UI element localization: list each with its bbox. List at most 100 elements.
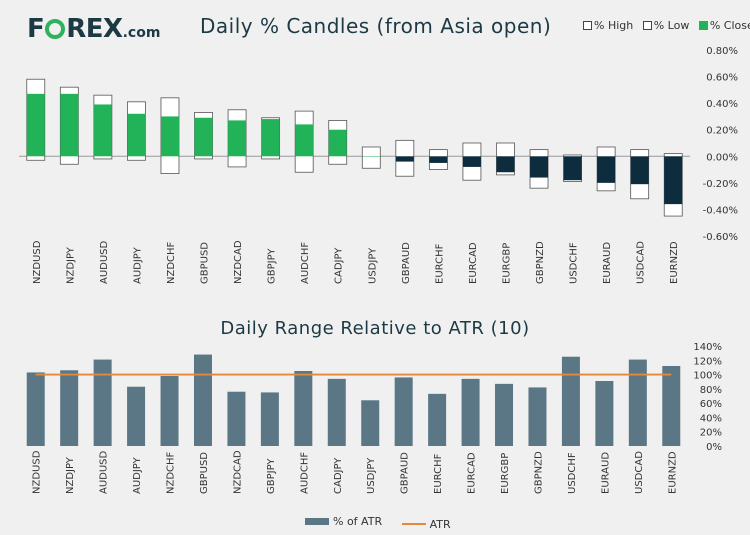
legend-swatch-low [642, 21, 652, 30]
candle-close-body [228, 120, 247, 157]
atr-bar [361, 400, 380, 446]
candles-category-label: EURCAD [468, 242, 479, 284]
candle-range [361, 146, 381, 169]
candles-y-tick: 0.80% [706, 46, 738, 57]
legend-item-high: % High [583, 19, 633, 32]
atr-bar [294, 371, 313, 446]
candles-category-label: NZDJPY [65, 246, 76, 284]
candles-y-tick: -0.40% [703, 205, 738, 216]
atr-bar [495, 383, 514, 446]
candle-close-body [429, 156, 448, 163]
atr-category-label: CADJPY [333, 457, 344, 494]
candle-close-body [530, 156, 549, 178]
legend-label-close: % Close [709, 19, 750, 32]
candles-y-tick: 0.20% [706, 126, 738, 137]
legend-label-high: % High [594, 19, 634, 32]
atr-y-tick: 140% [693, 342, 722, 353]
candle-close-body [26, 93, 45, 157]
atr-bar [93, 359, 112, 446]
candles-category-label: EURAUD [602, 242, 613, 284]
candle-close-body [328, 129, 347, 157]
candle-close-body [261, 119, 280, 157]
candle-close-body [597, 156, 616, 183]
candles-y-tick: 0.60% [706, 73, 738, 84]
logo-suffix: .com [122, 25, 161, 41]
candle-close-body [496, 156, 515, 173]
atr-category-label: AUDJPY [132, 456, 143, 494]
atr-bar [160, 376, 179, 446]
atr-category-label: GBPAUD [400, 452, 411, 494]
atr-bar [193, 354, 212, 446]
candles-category-label: USDCHF [569, 242, 580, 284]
atr-bar [628, 359, 647, 446]
candles-chart: 0.80% 0.60% 0.40% 0.20% 0.00% -0.20% -0.40% -0.… [19, 46, 738, 284]
atr-bar [227, 391, 246, 446]
candles-category-label: AUDUSD [99, 240, 110, 284]
atr-bar [26, 372, 45, 446]
candle-close-body [93, 104, 112, 157]
atr-y-tick: 0% [706, 442, 722, 453]
candles-category-label: NZDUSD [32, 240, 43, 284]
atr-y-tick: 120% [693, 356, 722, 367]
candle-close-body [395, 156, 414, 162]
logo-text-rex: REX [66, 14, 123, 44]
forex-logo[interactable]: F REX.com [27, 14, 160, 44]
atr-category-label: EURCAD [467, 452, 478, 494]
candle-close-body [60, 93, 79, 157]
candles-category-label: EURGBP [501, 243, 512, 284]
legend-item-atr: ATR [401, 517, 451, 531]
candle-close-body [295, 124, 314, 157]
atr-category-label: AUDCHF [299, 452, 310, 494]
atr-category-label: USDCHF [567, 452, 578, 494]
atr-bar [394, 377, 413, 446]
candles-category-label: NZDCAD [233, 240, 244, 284]
logo-ring-icon [45, 19, 66, 39]
candles-y-tick: -0.60% [703, 232, 738, 243]
candles-category-label: GBPJPY [267, 248, 278, 284]
candles-y-tick: 0.00% [706, 152, 738, 163]
candles-category-label: NZDCHF [166, 241, 177, 284]
legend-label-atr: ATR [429, 517, 451, 531]
candles-category-label: GBPUSD [200, 242, 211, 284]
candles-category-label: GBPAUD [401, 242, 412, 284]
atr-y-tick: 60% [700, 399, 722, 410]
atr-category-label: GBPUSD [199, 452, 210, 494]
atr-y-tick: 80% [700, 385, 722, 396]
candles-category-label: EURCHF [434, 243, 445, 284]
candle-close-body [160, 116, 179, 157]
candle-close-body [563, 156, 582, 181]
candles-category-label: CADJPY [334, 247, 345, 284]
atr-bar [127, 386, 146, 446]
candle-close-body [664, 156, 683, 205]
legend-item-low: % Low [642, 19, 689, 32]
atr-category-label: AUDUSD [99, 450, 110, 494]
atr-bar [327, 378, 346, 446]
atr-category-label: NZDJPY [65, 456, 76, 494]
candles-legend: % High % Low % Close [583, 19, 750, 33]
legend-swatch-pct-atr [305, 518, 329, 525]
atr-category-label: GBPNZD [533, 451, 544, 494]
legend-label-pct-atr: % of ATR [333, 515, 383, 528]
atr-bar [662, 366, 681, 446]
atr-bar [60, 370, 79, 446]
legend-swatch-high [583, 21, 592, 30]
legend-swatch-close [698, 21, 708, 30]
candles-category-label: USDJPY [367, 247, 378, 284]
candles-category-label: AUDCHF [300, 242, 311, 284]
candle-close-body [194, 117, 213, 157]
logo-text-f: F [27, 14, 45, 44]
atr-category-label: EURNZD [667, 451, 678, 494]
atr-category-label: USDJPY [366, 457, 377, 494]
atr-bar [561, 356, 580, 446]
atr-bar [260, 392, 279, 446]
candles-category-label: AUDJPY [132, 246, 143, 284]
candles-y-tick: -0.20% [703, 179, 738, 190]
candles-category-label: GBPNZD [535, 241, 546, 284]
candles-chart-title: Daily % Candles (from Asia open) [200, 14, 552, 38]
atr-legend: % of ATR ATR [305, 515, 467, 531]
candles-category-label: EURNZD [669, 241, 680, 284]
atr-category-label: USDCAD [634, 451, 645, 494]
legend-item-pct-atr: % of ATR [305, 515, 382, 528]
atr-bar [595, 381, 614, 446]
atr-category-label: NZDCAD [232, 450, 243, 494]
